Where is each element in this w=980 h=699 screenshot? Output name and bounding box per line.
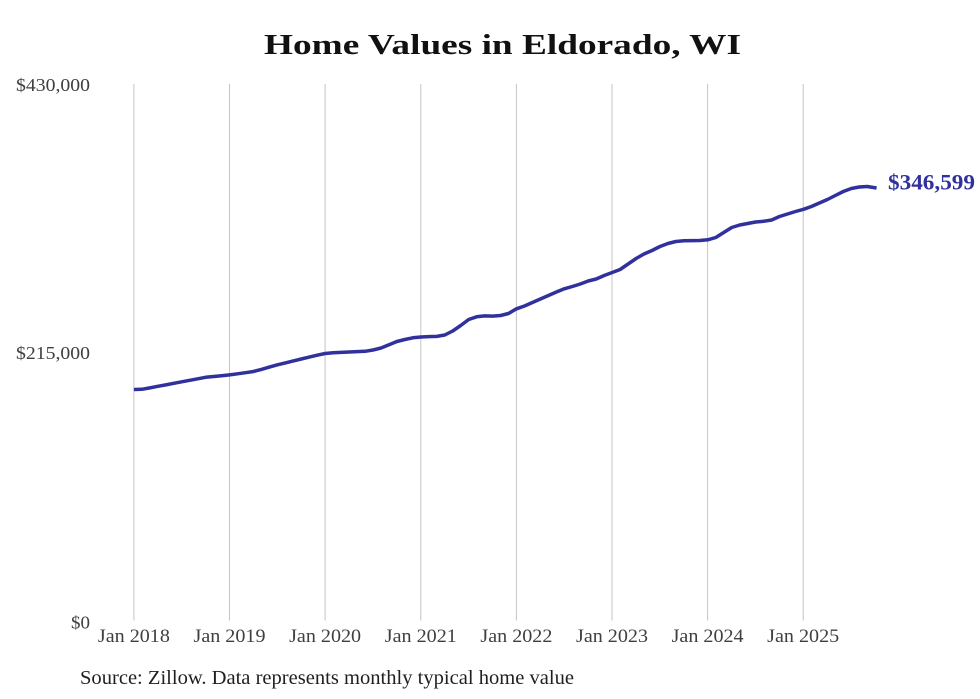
svg-text:Source: Zillow. Data represent: Source: Zillow. Data represents monthly … (80, 668, 574, 689)
svg-text:Jan 2020: Jan 2020 (289, 626, 361, 647)
svg-text:$430,000: $430,000 (16, 75, 90, 95)
svg-text:Jan 2023: Jan 2023 (576, 626, 648, 647)
svg-text:Jan 2018: Jan 2018 (98, 626, 170, 647)
svg-text:Jan 2019: Jan 2019 (194, 626, 266, 647)
svg-text:Jan 2022: Jan 2022 (480, 626, 552, 647)
svg-text:Jan 2025: Jan 2025 (767, 626, 839, 647)
svg-text:$346,599: $346,599 (888, 170, 975, 195)
svg-text:$215,000: $215,000 (16, 343, 90, 363)
svg-text:Jan 2021: Jan 2021 (385, 626, 457, 647)
svg-text:Jan 2024: Jan 2024 (672, 626, 745, 647)
svg-text:Home Values in Eldorado, WI: Home Values in Eldorado, WI (264, 30, 741, 61)
svg-text:$0: $0 (71, 613, 90, 633)
